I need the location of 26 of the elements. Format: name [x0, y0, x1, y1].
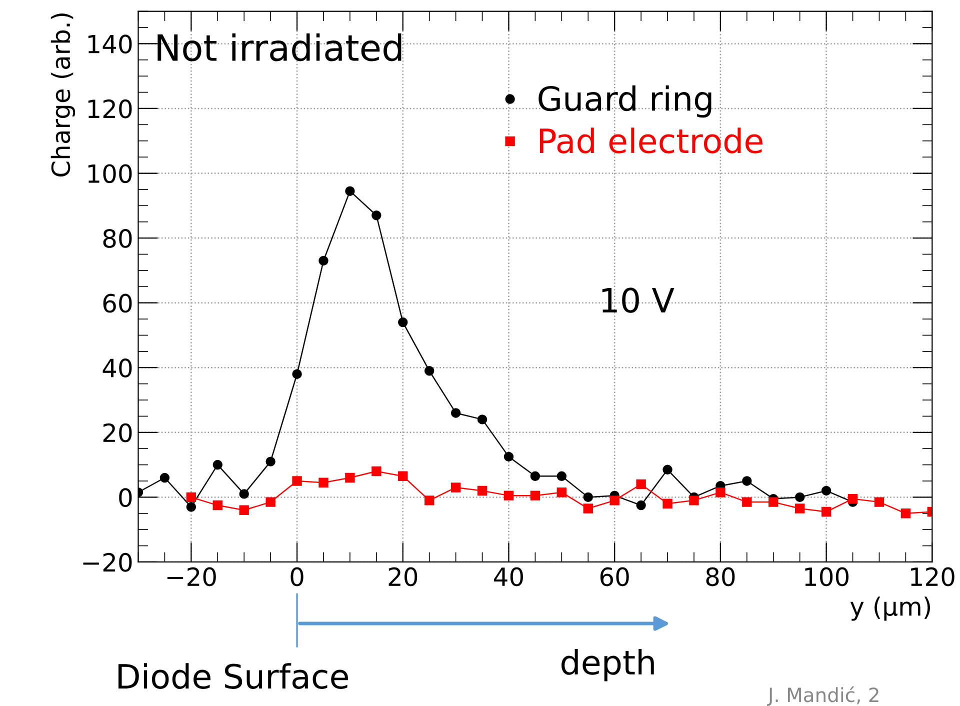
text: J. Mandić, 2: [766, 686, 878, 706]
y-tick-label: 0: [119, 488, 132, 508]
x-tick-label: −20: [167, 567, 216, 586]
text: depth: [562, 649, 654, 682]
y-tick-label: −20: [83, 552, 132, 572]
y-tick-label: 80: [103, 228, 132, 248]
x-tick-label: 40: [494, 567, 523, 586]
y-tick-label: 20: [103, 423, 132, 442]
annotation: Not irradiated: [158, 33, 402, 62]
x-tick-label: 20: [388, 567, 418, 586]
y-tick-label: 40: [102, 358, 132, 378]
y-axis-title: Charge (arb.): [50, 13, 76, 176]
y-tick-label: 140: [88, 34, 132, 54]
x-tick-label: 0: [290, 567, 304, 586]
x-tick-label: 100: [805, 567, 848, 586]
annotation: 10 V: [602, 288, 674, 313]
x-tick-label: 60: [600, 567, 629, 586]
text: Diode Surface: [118, 663, 348, 689]
legend-label: Pad electrode: [540, 128, 762, 154]
y-tick-label: 60: [103, 294, 132, 313]
legend-label: Guard ring: [538, 85, 712, 118]
x-tick-label: 120: [911, 567, 954, 586]
x-axis-title: y (μm): [850, 596, 930, 621]
x-tick-label: 80: [706, 567, 735, 586]
y-tick-label: 100: [88, 164, 132, 184]
y-tick-label: 120: [88, 99, 132, 118]
